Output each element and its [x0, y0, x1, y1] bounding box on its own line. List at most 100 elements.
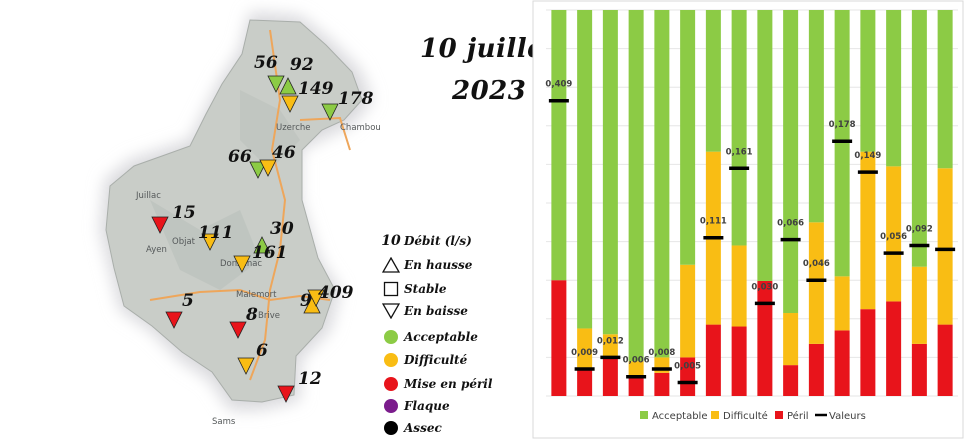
legend-acceptable-label: Acceptable: [404, 330, 478, 344]
station-value: 6: [256, 341, 268, 361]
bar-segment-peril: [577, 368, 593, 396]
station-value: 30: [270, 219, 294, 239]
circle-difficulte-icon: [378, 351, 404, 369]
bar-segment-peril: [937, 324, 953, 396]
place-label: Ayen: [146, 245, 167, 255]
chart-bars: [551, 10, 953, 396]
station-value: 15: [172, 203, 196, 223]
square-icon: [378, 280, 404, 298]
bar-segment-peril: [602, 357, 618, 396]
station-marker-peril-baisse[interactable]: [229, 321, 247, 339]
circle-flaque-icon: [378, 397, 404, 415]
station-marker-acceptable-baisse[interactable]: [267, 75, 285, 93]
bar-segment-peril: [911, 343, 927, 396]
station-value: 56: [254, 53, 278, 73]
legend-stable: Stable: [378, 280, 447, 298]
value-label: 0,092: [906, 224, 933, 234]
station-marker-difficulte-baisse[interactable]: [307, 289, 325, 307]
bar-segment-acceptable: [886, 10, 902, 167]
legend-swatch: [711, 411, 719, 419]
triangle-up-icon: [378, 256, 404, 274]
station-marker-acceptable-hausse[interactable]: [253, 236, 271, 254]
place-label: Brive: [258, 311, 280, 321]
bar-segment-acceptable: [860, 10, 876, 152]
circle-assec-icon: [378, 419, 404, 437]
legend-flaque-label: Flaque: [404, 399, 450, 413]
bar-segment-peril: [834, 330, 850, 396]
legend-difficulte: Difficulté: [378, 351, 467, 369]
bar-segment-peril: [551, 280, 567, 396]
legend-label: Acceptable: [652, 411, 708, 422]
bar-segment-peril: [731, 326, 747, 396]
map-relief: [240, 90, 300, 170]
legend-hausse: En hausse: [378, 256, 472, 274]
map-panel: UzercheChambouBriveMalemortDonzenacObjat…: [100, 12, 381, 427]
value-label: 0,046: [803, 259, 830, 269]
bar-segment-peril: [783, 365, 799, 396]
place-label: Uzerche: [276, 123, 311, 133]
station-marker-peril-baisse[interactable]: [277, 385, 295, 403]
legend-baisse: En baisse: [378, 302, 468, 320]
bar-segment-acceptable: [731, 10, 747, 246]
station-marker-difficulte-baisse[interactable]: [201, 233, 219, 251]
station-marker-difficulte-baisse[interactable]: [259, 159, 277, 177]
legend-assec: Assec: [378, 419, 442, 437]
bar-segment-difficulte: [783, 313, 799, 366]
bar-segment-peril: [705, 324, 721, 396]
value-label: 0,009: [571, 348, 598, 358]
map-department-shape: [105, 19, 363, 403]
station-value: 5: [182, 291, 194, 311]
station-value: 161: [252, 243, 288, 263]
bar-segment-acceptable: [808, 10, 824, 223]
place-label: Juillac: [135, 191, 161, 201]
value-label: 0,409: [545, 80, 572, 90]
bar-segment-peril: [628, 376, 644, 396]
legend-baisse-label: En baisse: [404, 304, 468, 318]
station-marker-acceptable-hausse[interactable]: [279, 77, 297, 95]
value-label: 0,005: [674, 361, 701, 371]
place-label: Malemort: [236, 290, 277, 300]
legend-peril: Mise en péril: [378, 375, 492, 393]
legend-stable-label: Stable: [404, 282, 447, 296]
station-marker-difficulte-baisse[interactable]: [281, 95, 299, 113]
chart-legend: Acceptable Difficulté Péril Valeurs: [640, 410, 866, 422]
value-label: 0,006: [623, 356, 650, 366]
date-line-2: 2023: [452, 76, 527, 106]
bar-segment-difficulte: [808, 222, 824, 344]
value-label: 0,178: [829, 120, 856, 130]
bar-segment-difficulte: [886, 166, 902, 302]
legend-debit-label: Débit (l/s): [404, 234, 472, 248]
bar-segment-acceptable: [757, 10, 773, 281]
legend-debit: 10 Débit (l/s): [378, 232, 472, 250]
bar-segment-difficulte: [628, 361, 644, 377]
bar-segment-difficulte: [860, 151, 876, 310]
triangle-down-icon: [378, 302, 404, 320]
legend-flaque: Flaque: [378, 397, 450, 415]
legend-swatch: [640, 411, 648, 419]
station-marker-difficulte-baisse[interactable]: [237, 357, 255, 375]
map-road: [249, 29, 287, 381]
legend-swatch: [775, 411, 783, 419]
bar-segment-difficulte: [911, 266, 927, 344]
station-value: 92: [290, 55, 314, 75]
value-label: 0,161: [726, 147, 753, 157]
station-marker-peril-baisse[interactable]: [151, 216, 169, 234]
station-marker-acceptable-baisse[interactable]: [249, 161, 267, 179]
value-label: 0,012: [597, 336, 624, 346]
bar-segment-difficulte: [680, 264, 696, 358]
value-label: 0,111: [700, 217, 727, 227]
bar-segment-acceptable: [551, 10, 567, 281]
station-marker-difficulte-baisse[interactable]: [233, 255, 251, 273]
bar-segment-acceptable: [628, 10, 644, 362]
station-marker-peril-baisse[interactable]: [165, 311, 183, 329]
legend-label: Valeurs: [829, 411, 866, 422]
bar-segment-acceptable: [937, 10, 953, 169]
value-label: 0,066: [777, 219, 804, 229]
bar-segment-acceptable: [911, 10, 927, 267]
bar-segment-acceptable: [834, 10, 850, 277]
value-label: 0,056: [880, 232, 907, 242]
bar-segment-acceptable: [783, 10, 799, 314]
station-marker-acceptable-baisse[interactable]: [321, 103, 339, 121]
